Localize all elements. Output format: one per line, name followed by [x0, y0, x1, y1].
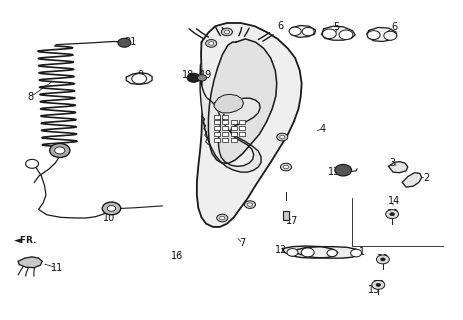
Circle shape: [301, 248, 314, 257]
Bar: [214, 138, 220, 141]
Polygon shape: [388, 162, 408, 173]
Bar: [239, 126, 245, 130]
Circle shape: [283, 165, 288, 169]
Text: 7: 7: [239, 238, 246, 248]
Text: 11: 11: [51, 263, 63, 273]
Bar: [239, 121, 245, 124]
Text: 2: 2: [423, 172, 429, 182]
Bar: [283, 211, 289, 220]
Bar: [231, 126, 237, 130]
Bar: [214, 132, 220, 136]
Polygon shape: [126, 73, 152, 84]
Text: 12: 12: [275, 245, 288, 255]
Text: 20: 20: [372, 280, 384, 290]
Text: 18: 18: [182, 70, 194, 80]
Polygon shape: [18, 257, 42, 268]
Polygon shape: [214, 94, 244, 113]
Circle shape: [209, 42, 214, 45]
Polygon shape: [282, 246, 338, 258]
Circle shape: [350, 249, 362, 257]
Text: 20: 20: [377, 254, 389, 264]
Circle shape: [287, 249, 298, 256]
Circle shape: [50, 143, 70, 157]
Circle shape: [384, 31, 397, 40]
Text: ◄FR.: ◄FR.: [14, 236, 38, 245]
Circle shape: [217, 214, 228, 222]
Text: 5: 5: [333, 22, 339, 32]
Text: 10: 10: [103, 213, 115, 223]
Circle shape: [206, 40, 217, 47]
Bar: [214, 126, 220, 130]
Text: 20: 20: [386, 209, 398, 219]
Text: 17: 17: [286, 216, 299, 226]
Bar: [231, 138, 237, 141]
Bar: [222, 115, 228, 119]
Text: 6: 6: [277, 21, 283, 31]
Bar: [239, 132, 245, 136]
Circle shape: [247, 203, 252, 206]
Text: 21: 21: [125, 37, 137, 47]
Circle shape: [187, 73, 200, 82]
Text: 4: 4: [320, 124, 326, 134]
Circle shape: [244, 201, 256, 208]
Polygon shape: [289, 26, 315, 37]
Polygon shape: [367, 28, 397, 42]
Circle shape: [376, 283, 381, 286]
Circle shape: [390, 212, 394, 216]
Circle shape: [132, 74, 147, 84]
Text: 16: 16: [171, 251, 183, 261]
Polygon shape: [200, 64, 261, 172]
Circle shape: [372, 280, 385, 289]
Polygon shape: [402, 173, 422, 187]
Text: 19: 19: [200, 70, 212, 80]
Circle shape: [281, 163, 292, 171]
Circle shape: [376, 255, 389, 264]
Circle shape: [102, 202, 121, 215]
Text: 15: 15: [368, 285, 380, 295]
Circle shape: [197, 75, 206, 81]
Bar: [222, 126, 228, 130]
Circle shape: [327, 250, 337, 257]
Bar: [214, 121, 220, 124]
Circle shape: [277, 133, 288, 141]
Circle shape: [280, 135, 285, 139]
Text: 9: 9: [137, 70, 143, 80]
Bar: [222, 132, 228, 136]
Circle shape: [339, 30, 353, 40]
Circle shape: [335, 164, 351, 176]
Circle shape: [25, 159, 38, 168]
Text: 6: 6: [391, 22, 397, 32]
Bar: [231, 121, 237, 124]
Bar: [231, 132, 237, 136]
Polygon shape: [321, 26, 355, 40]
Circle shape: [386, 210, 399, 219]
Circle shape: [107, 205, 116, 211]
Text: 1: 1: [359, 247, 365, 257]
Polygon shape: [197, 23, 302, 227]
Text: 3: 3: [389, 158, 395, 168]
Bar: [222, 121, 228, 124]
Bar: [214, 115, 220, 119]
Text: 14: 14: [388, 196, 400, 206]
Text: 8: 8: [28, 92, 34, 102]
Text: 13: 13: [328, 167, 340, 177]
Circle shape: [221, 28, 232, 36]
Circle shape: [289, 27, 301, 36]
Polygon shape: [296, 247, 360, 258]
Circle shape: [118, 38, 131, 47]
Circle shape: [55, 147, 65, 154]
Circle shape: [225, 30, 229, 34]
Polygon shape: [208, 39, 277, 163]
Circle shape: [302, 28, 314, 36]
Circle shape: [381, 258, 385, 261]
Circle shape: [322, 29, 336, 39]
Circle shape: [220, 216, 225, 220]
Bar: [222, 138, 228, 141]
Circle shape: [367, 31, 380, 40]
